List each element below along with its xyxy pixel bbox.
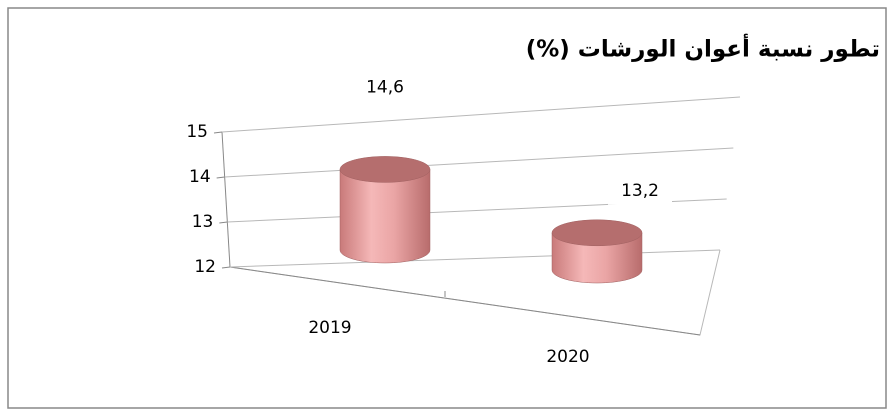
data-label-box — [608, 176, 672, 205]
y-tick-label: 14 — [189, 167, 211, 187]
y-tick-label: 13 — [192, 212, 214, 232]
chart-border — [7, 7, 887, 409]
bar-body — [339, 169, 431, 264]
data-label: 14,6 — [366, 77, 404, 97]
data-label: 13,2 — [621, 181, 659, 201]
bar — [551, 219, 643, 284]
y-tick-label: 12 — [194, 257, 216, 277]
bar-top — [339, 156, 431, 183]
y-axis — [221, 131, 231, 268]
x-tick-label: 2019 — [308, 318, 351, 338]
grid-line — [221, 96, 741, 133]
y-tick-label: 15 — [186, 122, 208, 142]
y-tick — [221, 266, 231, 269]
bar — [339, 156, 431, 264]
grid-line — [224, 147, 734, 178]
chart-title: تطور نسبة أعوان الورشات (%) — [526, 33, 880, 63]
x-tick-label: 2020 — [546, 347, 589, 367]
x-axis — [229, 266, 701, 336]
bar-body — [551, 232, 643, 284]
data-label-box — [353, 73, 417, 102]
bar-top — [551, 219, 643, 247]
y-tick — [216, 176, 225, 179]
y-tick — [219, 221, 228, 224]
y-tick — [213, 131, 223, 134]
